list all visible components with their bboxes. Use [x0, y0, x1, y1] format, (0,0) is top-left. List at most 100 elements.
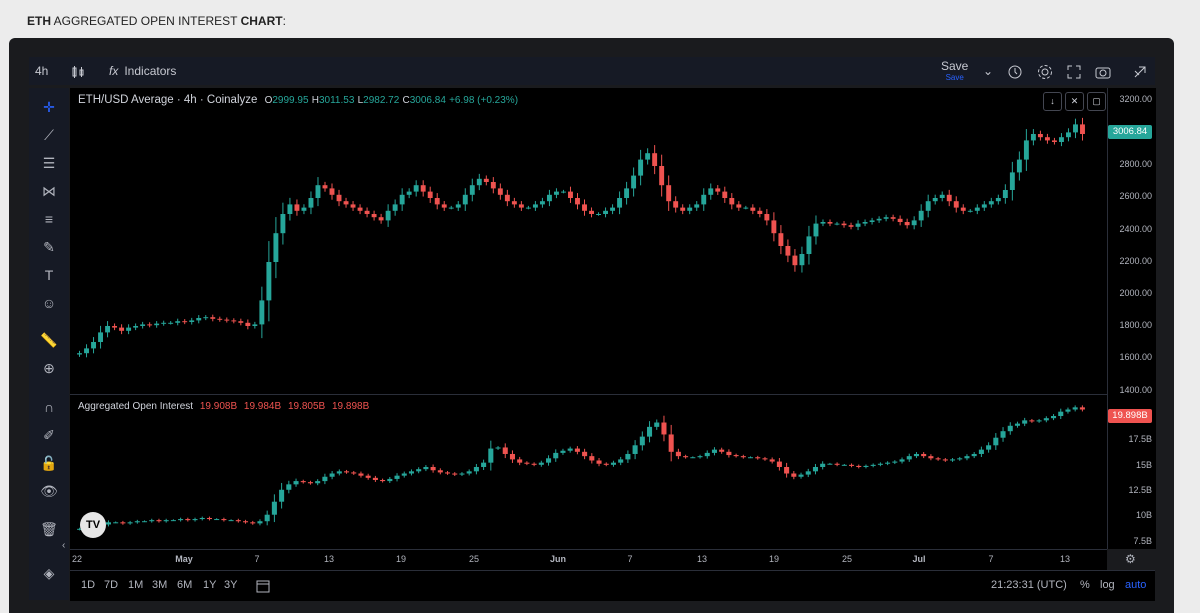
oi-candle: [538, 462, 544, 465]
fx-icon: fx: [109, 64, 119, 78]
oi-candle: [1043, 418, 1049, 421]
time-tick: 19: [768, 554, 780, 564]
oi-tick: 7.5B: [1133, 536, 1152, 546]
oi-candle: [856, 465, 862, 467]
lock-icon[interactable]: 🔓: [40, 455, 58, 471]
range-6m[interactable]: 6M: [177, 579, 193, 591]
interval-button[interactable]: 4h: [35, 64, 49, 78]
pane-separator[interactable]: [70, 394, 1155, 395]
text-tool-icon[interactable]: T: [44, 267, 54, 283]
calendar-icon[interactable]: [256, 579, 270, 596]
oi-candle: [560, 450, 566, 453]
arrow-down-icon[interactable]: ↓: [1043, 92, 1062, 111]
time-tick: 7: [627, 554, 633, 564]
oi-candle: [502, 447, 508, 454]
gear-icon[interactable]: [1037, 57, 1053, 85]
collapse-toolbar-icon[interactable]: ‹: [62, 540, 66, 551]
price-candle: [834, 223, 840, 225]
layers-icon[interactable]: ◈: [43, 565, 55, 581]
alert-icon[interactable]: [1007, 57, 1023, 85]
price-candle: [792, 255, 798, 266]
price-candle: [364, 210, 370, 214]
collapse-icon[interactable]: ✕: [1065, 92, 1084, 111]
publish-icon[interactable]: [1133, 57, 1147, 85]
price-candle: [245, 322, 251, 326]
candles-canvas: [77, 117, 1085, 531]
oi-candle: [329, 473, 335, 477]
range-1m[interactable]: 1M: [128, 579, 144, 591]
chevron-down-icon[interactable]: ⌄: [983, 64, 994, 78]
oi-candle: [625, 453, 631, 460]
price-candle: [294, 204, 300, 211]
range-7d[interactable]: 7D: [104, 579, 119, 591]
pattern-icon[interactable]: ⋈: [42, 183, 56, 199]
percent-scale-toggle[interactable]: %: [1080, 579, 1090, 591]
price-tick: 2200.00: [1119, 256, 1152, 266]
price-axis[interactable]: 3200.00 2800.00 2600.00 2400.00 2200.00 …: [1107, 88, 1156, 549]
range-1d[interactable]: 1D: [81, 579, 96, 591]
price-candle: [1030, 134, 1036, 141]
camera-icon[interactable]: [1095, 57, 1111, 85]
oi-candle: [127, 522, 133, 524]
ruler-icon[interactable]: 📏: [40, 332, 58, 348]
save-button[interactable]: Save Save: [941, 59, 969, 82]
price-candle: [343, 201, 349, 205]
eye-icon[interactable]: 👁: [40, 483, 58, 499]
settings-gear-icon[interactable]: ⚙: [1125, 552, 1136, 566]
horizontal-lines-icon[interactable]: ☰: [42, 155, 56, 171]
crosshair-icon[interactable]: ✛: [43, 99, 55, 115]
price-candle: [511, 201, 517, 205]
emoji-icon[interactable]: ☺: [41, 295, 57, 311]
price-candle: [855, 223, 861, 227]
price-candle: [1002, 190, 1008, 198]
oi-candle: [524, 462, 530, 464]
oi-candle: [307, 482, 313, 484]
price-candle: [820, 222, 826, 224]
oi-candle: [784, 466, 790, 474]
range-1y[interactable]: 1Y: [203, 579, 217, 591]
price-candle: [953, 201, 959, 208]
time-tick: 25: [468, 554, 480, 564]
maximize-icon[interactable]: ▢: [1087, 92, 1106, 111]
fullscreen-icon[interactable]: [1067, 57, 1081, 85]
tradingview-logo[interactable]: TV: [80, 512, 106, 538]
oi-candle: [690, 457, 696, 459]
range-3y[interactable]: 3Y: [224, 579, 238, 591]
price-candle: [1044, 137, 1050, 141]
chart-pane[interactable]: [70, 88, 1107, 549]
candle-style-icon[interactable]: [71, 57, 85, 85]
price-candle: [848, 225, 854, 227]
price-candle: [645, 153, 651, 160]
price-candle: [217, 318, 223, 320]
oi-candle: [408, 471, 414, 474]
price-candle: [876, 218, 882, 221]
time-axis[interactable]: 22 May 7 13 19 25 Jun 7 13 19 25 Jul 7 1…: [70, 549, 1107, 570]
price-candle: [1016, 159, 1022, 173]
zoom-in-icon[interactable]: ⊕: [43, 360, 55, 376]
trash-icon[interactable]: 🗑: [40, 521, 58, 537]
range-3m[interactable]: 3M: [152, 579, 168, 591]
price-candle: [133, 326, 139, 328]
brush-icon[interactable]: ✎: [43, 239, 55, 255]
oi-candle: [798, 474, 804, 477]
auto-scale-toggle[interactable]: auto: [1125, 579, 1147, 591]
trend-line-icon[interactable]: ⟋: [44, 127, 54, 143]
price-candle: [568, 191, 573, 198]
price-candle: [147, 324, 153, 326]
price-candle: [91, 342, 96, 349]
time-tick: 13: [323, 554, 335, 564]
price-candle: [539, 201, 545, 205]
oi-candle: [719, 449, 725, 452]
oi-candle: [1072, 407, 1078, 410]
log-scale-toggle[interactable]: log: [1100, 579, 1115, 591]
fib-icon[interactable]: ≡: [44, 211, 54, 227]
lock-drawing-icon[interactable]: ✐: [43, 427, 55, 443]
indicators-button[interactable]: fx Indicators: [109, 64, 177, 78]
oi-candle: [1000, 431, 1006, 438]
magnet-icon[interactable]: ∩: [43, 399, 55, 415]
oi-candle: [322, 476, 328, 482]
oi-candle: [553, 452, 559, 459]
oi-candle: [279, 489, 285, 502]
price-candle: [371, 214, 377, 218]
utc-clock[interactable]: 21:23:31 (UTC): [991, 579, 1067, 591]
